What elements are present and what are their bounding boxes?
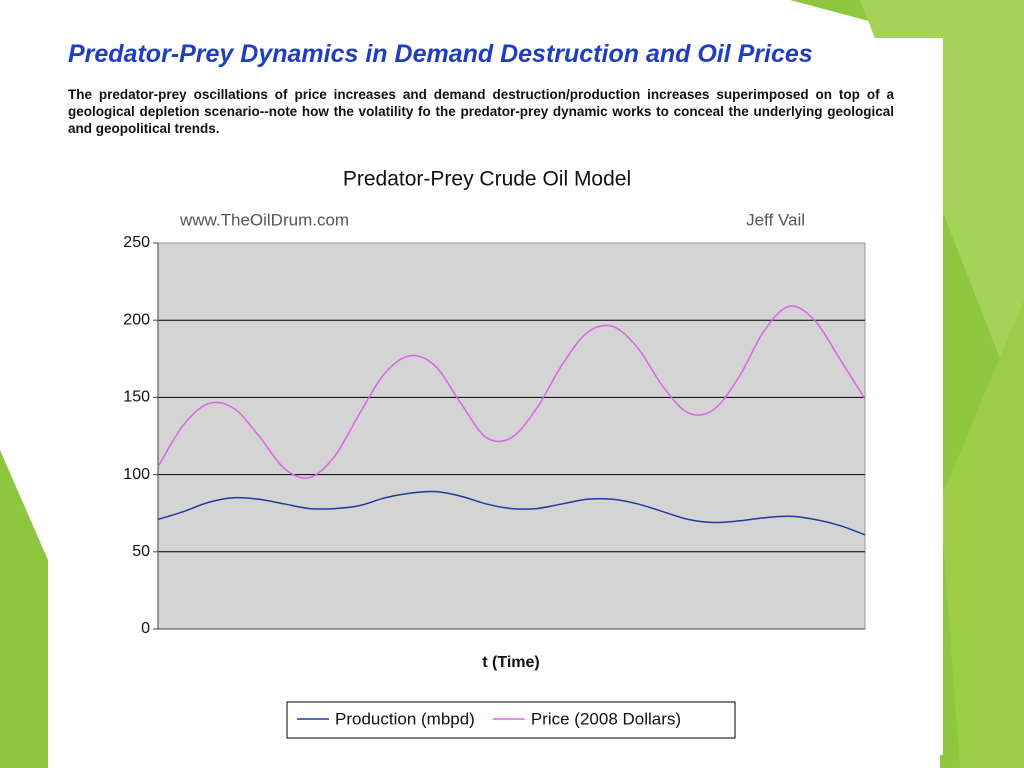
legend-label: Production (mbpd) [335, 709, 475, 728]
description: The predator-prey oscillations of price … [68, 87, 894, 136]
y-tick-label: 150 [123, 389, 150, 406]
series-line [157, 490, 866, 536]
y-tick-label: 200 [123, 311, 150, 328]
annotation: www.TheOilDrum.com [179, 210, 349, 229]
decor [940, 300, 1024, 768]
decor [0, 450, 48, 768]
y-tick-label: 50 [132, 543, 150, 560]
slide-title: Predator-Prey Dynamics in Demand Destruc… [68, 40, 813, 68]
y-tick-label: 250 [123, 234, 150, 251]
legend-label: Price (2008 Dollars) [531, 709, 681, 728]
annotation: Jeff Vail [746, 210, 805, 229]
y-tick-label: 100 [123, 466, 150, 483]
plot-area [157, 242, 866, 630]
chart-title: Predator-Prey Crude Oil Model [343, 168, 631, 191]
x-axis-label: t (Time) [482, 654, 539, 671]
series-line [157, 305, 866, 479]
legend-box [286, 701, 736, 739]
y-tick-label: 0 [141, 620, 150, 637]
